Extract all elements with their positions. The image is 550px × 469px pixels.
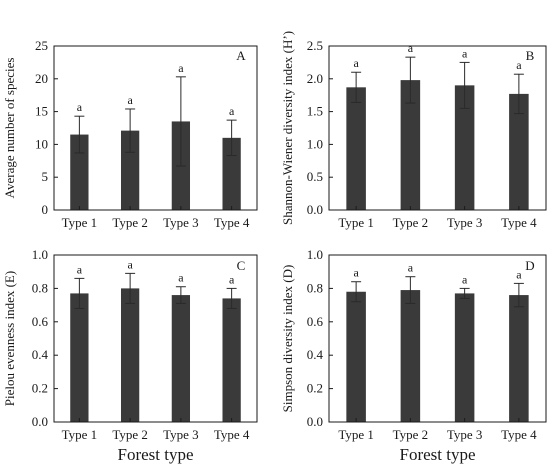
- bar: [454, 85, 475, 210]
- x-axis-label: Forest type: [399, 445, 475, 464]
- significance-label: a: [462, 46, 468, 60]
- bar: [222, 298, 241, 422]
- significance-label: a: [127, 257, 133, 271]
- significance-label: a: [77, 100, 83, 114]
- bar: [346, 291, 366, 422]
- bar: [346, 87, 366, 210]
- y-tick-label: 25: [35, 38, 48, 53]
- bar: [171, 295, 191, 422]
- significance-label: a: [353, 266, 359, 280]
- y-tick-label: 20: [35, 71, 48, 86]
- bar: [509, 295, 529, 422]
- y-tick-label: 1.0: [32, 247, 48, 262]
- x-tick-label: Type 2: [393, 427, 429, 442]
- y-tick-label: 0.5: [307, 169, 323, 184]
- x-tick-label: Type 2: [393, 215, 429, 230]
- y-tick-label: 10: [35, 136, 48, 151]
- x-axis-label: Forest type: [117, 445, 193, 464]
- significance-label: a: [462, 272, 468, 286]
- y-tick-label: 5: [42, 169, 49, 184]
- significance-label: a: [127, 93, 133, 107]
- significance-label: a: [516, 267, 522, 281]
- x-tick-label: Type 4: [501, 215, 537, 230]
- y-tick-label: 0.0: [307, 202, 323, 217]
- bar: [400, 80, 421, 210]
- plot-frame: [53, 45, 258, 211]
- y-tick-label: 15: [35, 104, 48, 119]
- x-tick-label: Type 4: [214, 427, 250, 442]
- y-tick-label: 0.8: [32, 280, 48, 295]
- significance-label: a: [229, 104, 235, 118]
- x-tick-label: Type 1: [338, 215, 374, 230]
- y-tick-label: 1.0: [307, 136, 323, 151]
- x-tick-label: Type 3: [447, 427, 483, 442]
- y-axis-label: Pielou evenness index (E): [2, 271, 17, 406]
- x-tick-label: Type 4: [214, 215, 250, 230]
- chart-panel-b: a Type 1 a Type 2 a Type 3 a Type 4 0.0 0.5 1.0 1.5…: [280, 31, 547, 230]
- significance-label: a: [77, 262, 83, 276]
- chart-panel-a: a Type 1 a Type 2 a Type 3 a Type 4 0 5 10 15 20 25 Av…: [2, 38, 258, 230]
- y-tick-label: 0.4: [307, 347, 324, 362]
- bar: [120, 288, 140, 422]
- bar: [400, 290, 421, 422]
- significance-label: a: [178, 61, 184, 75]
- y-tick-label: 1.5: [307, 104, 323, 119]
- significance-label: a: [516, 58, 522, 72]
- y-axis-label: Average number of species: [2, 58, 17, 199]
- significance-label: a: [353, 56, 359, 70]
- plot-frame: [53, 254, 258, 423]
- significance-label: a: [178, 271, 184, 285]
- bar: [120, 130, 140, 210]
- x-tick-label: Type 1: [62, 427, 98, 442]
- chart-panel-c: a Type 1 a Type 2 a Type 3 a Type 4 0.0 0.2 0.4 0.6…: [2, 247, 258, 464]
- bar: [509, 93, 529, 210]
- x-tick-label: Type 3: [447, 215, 483, 230]
- significance-label: a: [408, 41, 414, 55]
- y-tick-label: 0.6: [307, 314, 324, 329]
- y-tick-label: 2.5: [307, 38, 323, 53]
- x-tick-label: Type 1: [62, 215, 98, 230]
- y-tick-label: 0.6: [32, 314, 49, 329]
- plot-frame: [328, 45, 547, 211]
- panel-letter: B: [526, 48, 535, 63]
- x-tick-label: Type 2: [112, 215, 148, 230]
- chart-panel-d: a Type 1 a Type 2 a Type 3 a Type 4 0.0 0.2 0.4 0.6…: [280, 247, 547, 464]
- y-tick-label: 1.0: [307, 247, 323, 262]
- y-tick-label: 2.0: [307, 71, 323, 86]
- bar: [70, 293, 89, 422]
- panel-letter: D: [525, 258, 534, 273]
- panel-letter: C: [237, 258, 246, 273]
- y-tick-label: 0.0: [307, 414, 323, 429]
- x-tick-label: Type 1: [338, 427, 374, 442]
- panel-letter: A: [236, 48, 246, 63]
- y-tick-label: 0.2: [32, 381, 48, 396]
- y-axis-label: Simpson diversity index (D): [280, 265, 295, 413]
- significance-label: a: [229, 272, 235, 286]
- y-tick-label: 0.0: [32, 414, 48, 429]
- y-tick-label: 0.8: [307, 280, 323, 295]
- y-tick-label: 0.2: [307, 381, 323, 396]
- significance-label: a: [408, 261, 414, 275]
- plot-frame: [328, 254, 547, 423]
- x-tick-label: Type 3: [163, 427, 199, 442]
- x-tick-label: Type 4: [501, 427, 537, 442]
- y-tick-label: 0: [42, 202, 49, 217]
- bar: [454, 293, 475, 422]
- x-tick-label: Type 3: [163, 215, 199, 230]
- y-axis-label: Shannon-Wiener diversity index (H’): [280, 31, 295, 225]
- x-tick-label: Type 2: [112, 427, 148, 442]
- y-tick-label: 0.4: [32, 347, 49, 362]
